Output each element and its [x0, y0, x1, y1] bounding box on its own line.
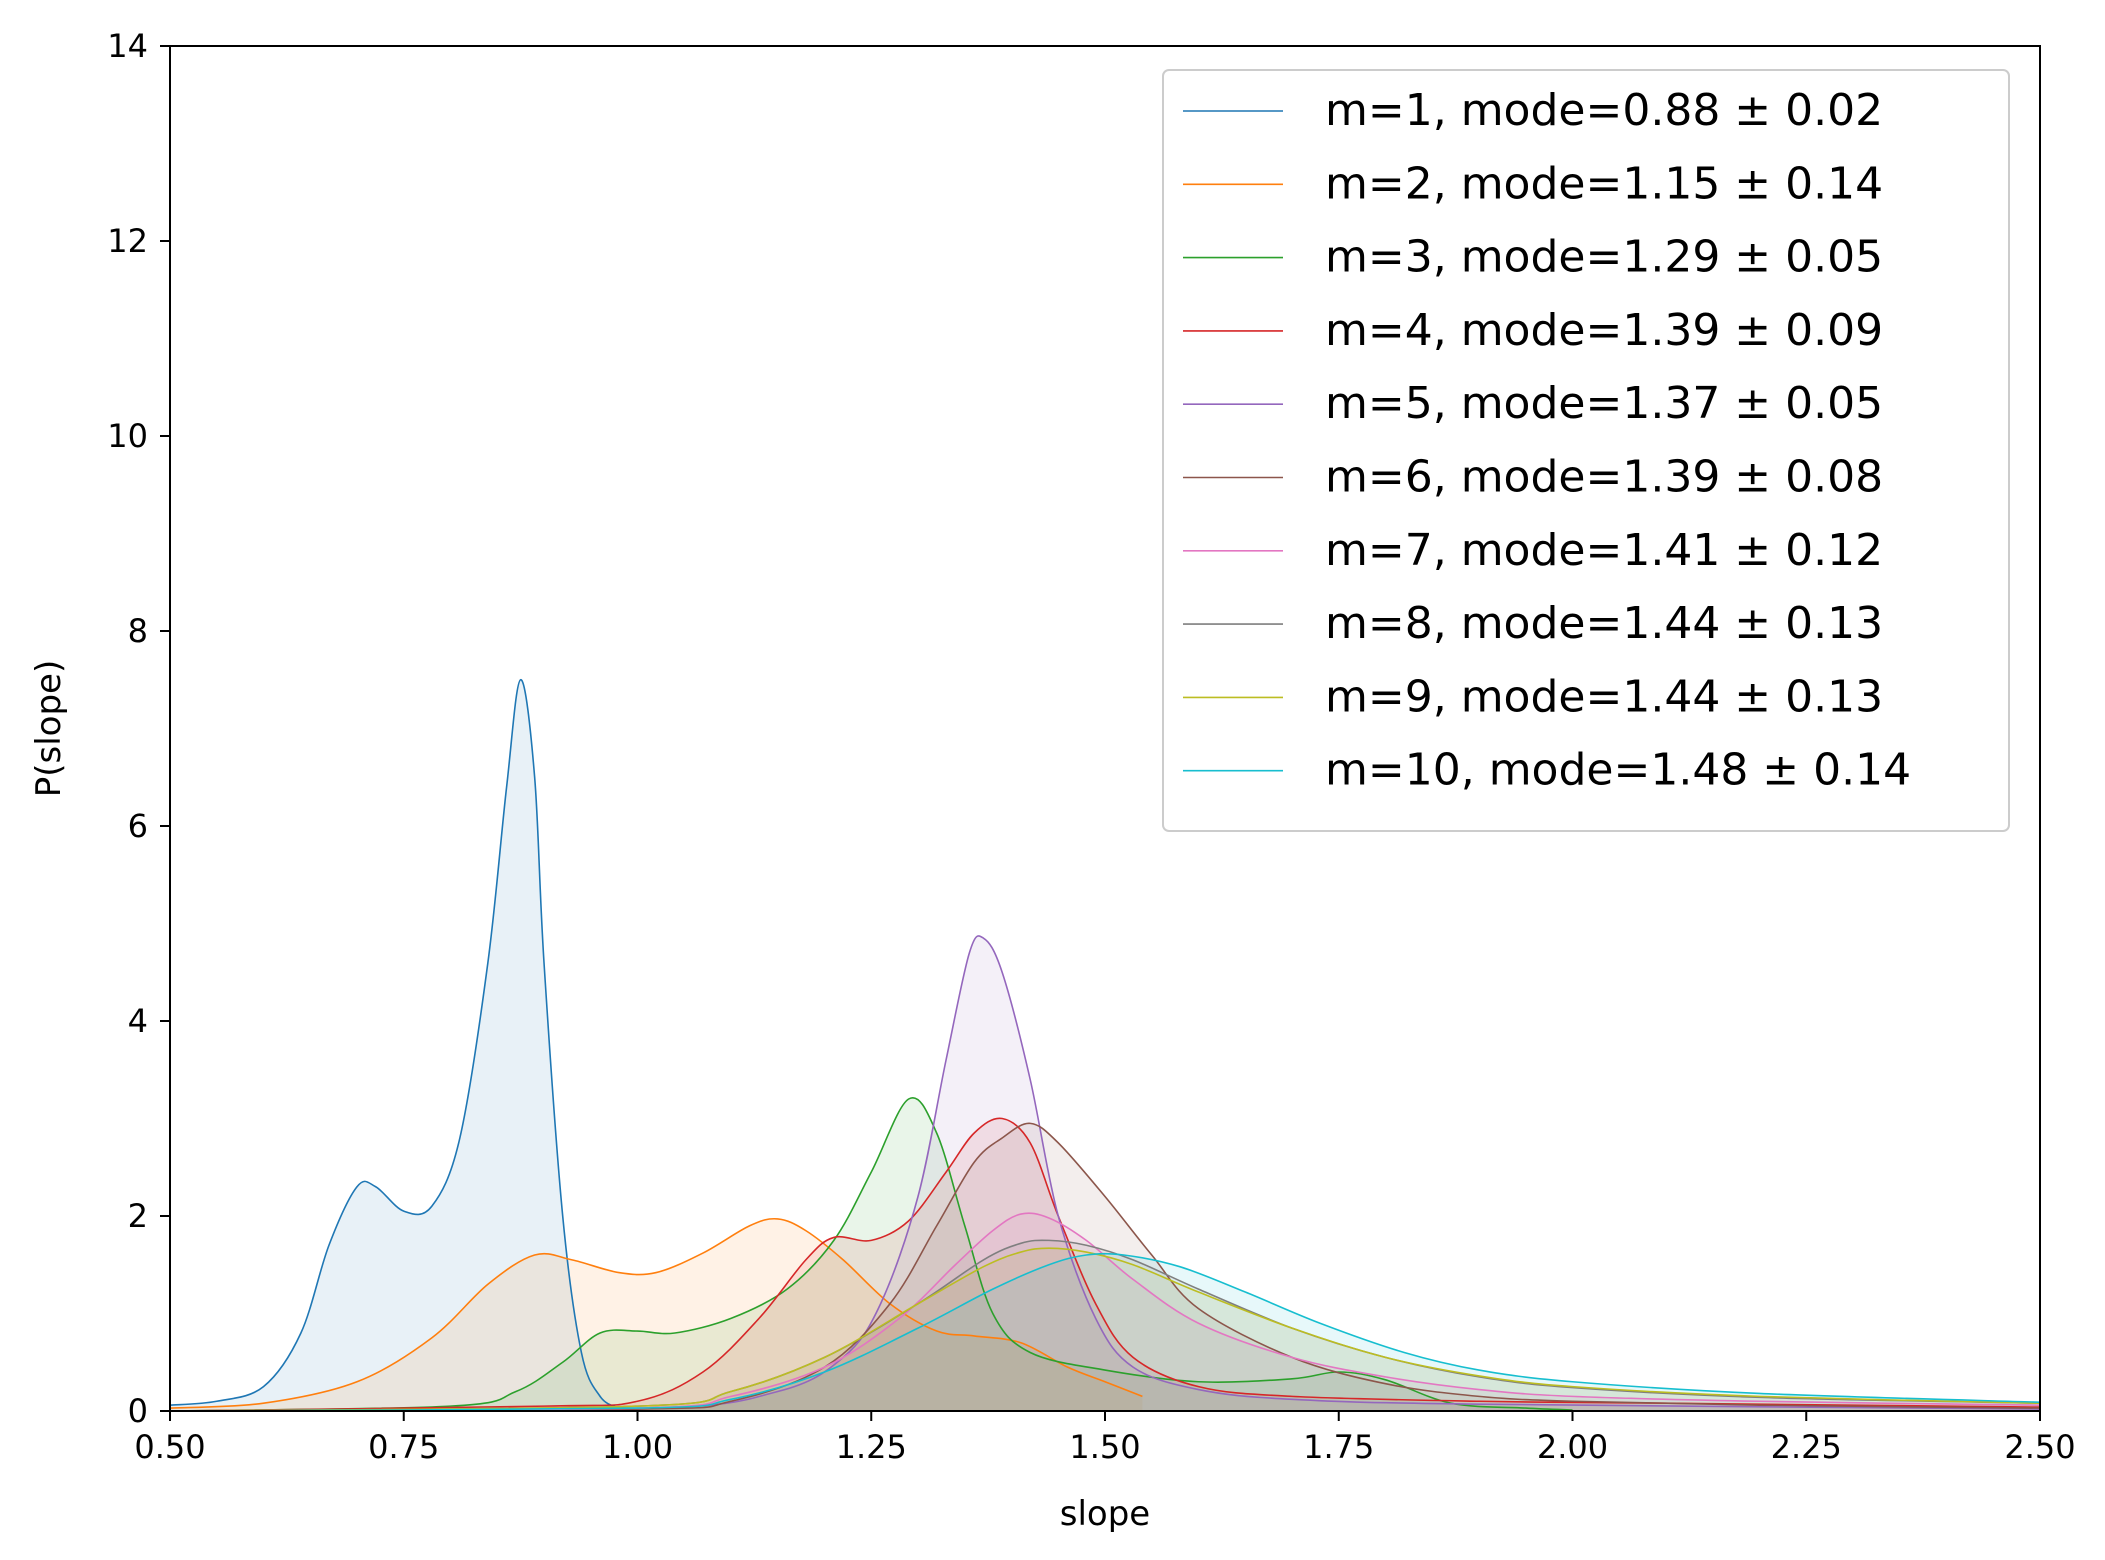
series-1-line — [170, 678, 620, 1409]
y-axis-label: P(slope) — [29, 660, 69, 798]
legend-label: m=4, mode=1.39 ± 0.09 — [1325, 305, 1883, 356]
series-1-area — [170, 679, 619, 1411]
y-tick-label: 0 — [128, 1392, 148, 1430]
series-10-area — [170, 1253, 2040, 1411]
x-tick-label: 1.75 — [1303, 1428, 1374, 1466]
legend-label: m=2, mode=1.15 ± 0.14 — [1325, 158, 1883, 209]
series-7-line — [170, 1212, 2040, 1411]
x-tick-label: 0.50 — [134, 1428, 205, 1466]
legend-label: m=5, mode=1.37 ± 0.05 — [1325, 378, 1883, 429]
series-6-line — [170, 1122, 2040, 1411]
x-axis-label: slope — [1060, 1494, 1150, 1534]
y-tick-label: 14 — [107, 27, 148, 65]
series-8-area — [170, 1240, 2040, 1411]
legend-label: m=9, mode=1.44 ± 0.13 — [1325, 671, 1883, 722]
y-tick-label: 6 — [128, 807, 148, 845]
legend-label: m=7, mode=1.41 ± 0.12 — [1325, 525, 1883, 576]
series-9-line — [170, 1247, 2040, 1411]
x-tick-label: 2.25 — [1771, 1428, 1842, 1466]
legend-label: m=3, mode=1.29 ± 0.05 — [1325, 232, 1883, 283]
x-tick-label: 2.50 — [2004, 1428, 2075, 1466]
y-tick-label: 10 — [107, 417, 148, 455]
series-5-line — [170, 935, 2040, 1411]
series-6-area — [170, 1123, 2040, 1411]
y-tick-label: 12 — [107, 222, 148, 260]
x-tick-label: 1.25 — [836, 1428, 907, 1466]
legend-label: m=1, mode=0.88 ± 0.02 — [1325, 85, 1883, 136]
series-4-line — [170, 1117, 2040, 1411]
series-9-area — [170, 1248, 2040, 1411]
x-tick-label: 1.50 — [1069, 1428, 1140, 1466]
series-2-line — [170, 1217, 1143, 1409]
series-10-line — [170, 1252, 2040, 1411]
y-tick-label: 2 — [128, 1197, 148, 1235]
legend-label: m=10, mode=1.48 ± 0.14 — [1325, 745, 1911, 796]
series-lines — [170, 678, 2040, 1411]
x-axis: 0.50 0.75 1.00 1.25 1.50 1.75 2.00 2.25 2.50 — [134, 1411, 2076, 1466]
series-7-area — [170, 1213, 2040, 1411]
legend: m=1, mode=0.88 ± 0.02 m=2, mode=1.15 ± 0.… — [1162, 69, 2010, 832]
y-axis: 0 2 4 6 8 10 12 14 — [107, 27, 170, 1430]
series-2-area — [170, 1218, 1143, 1411]
x-tick-label: 1.00 — [602, 1428, 673, 1466]
y-tick-label: 8 — [128, 612, 148, 650]
series-4-area — [170, 1118, 2040, 1411]
series-3-area — [170, 1097, 1573, 1411]
series-fills — [170, 679, 2040, 1411]
legend-label: m=6, mode=1.39 ± 0.08 — [1325, 452, 1883, 503]
x-tick-label: 0.75 — [368, 1428, 439, 1466]
legend-label: m=8, mode=1.44 ± 0.13 — [1325, 598, 1883, 649]
x-tick-label: 2.00 — [1537, 1428, 1608, 1466]
legend-box — [1162, 69, 2010, 832]
y-tick-label: 4 — [128, 1002, 148, 1040]
